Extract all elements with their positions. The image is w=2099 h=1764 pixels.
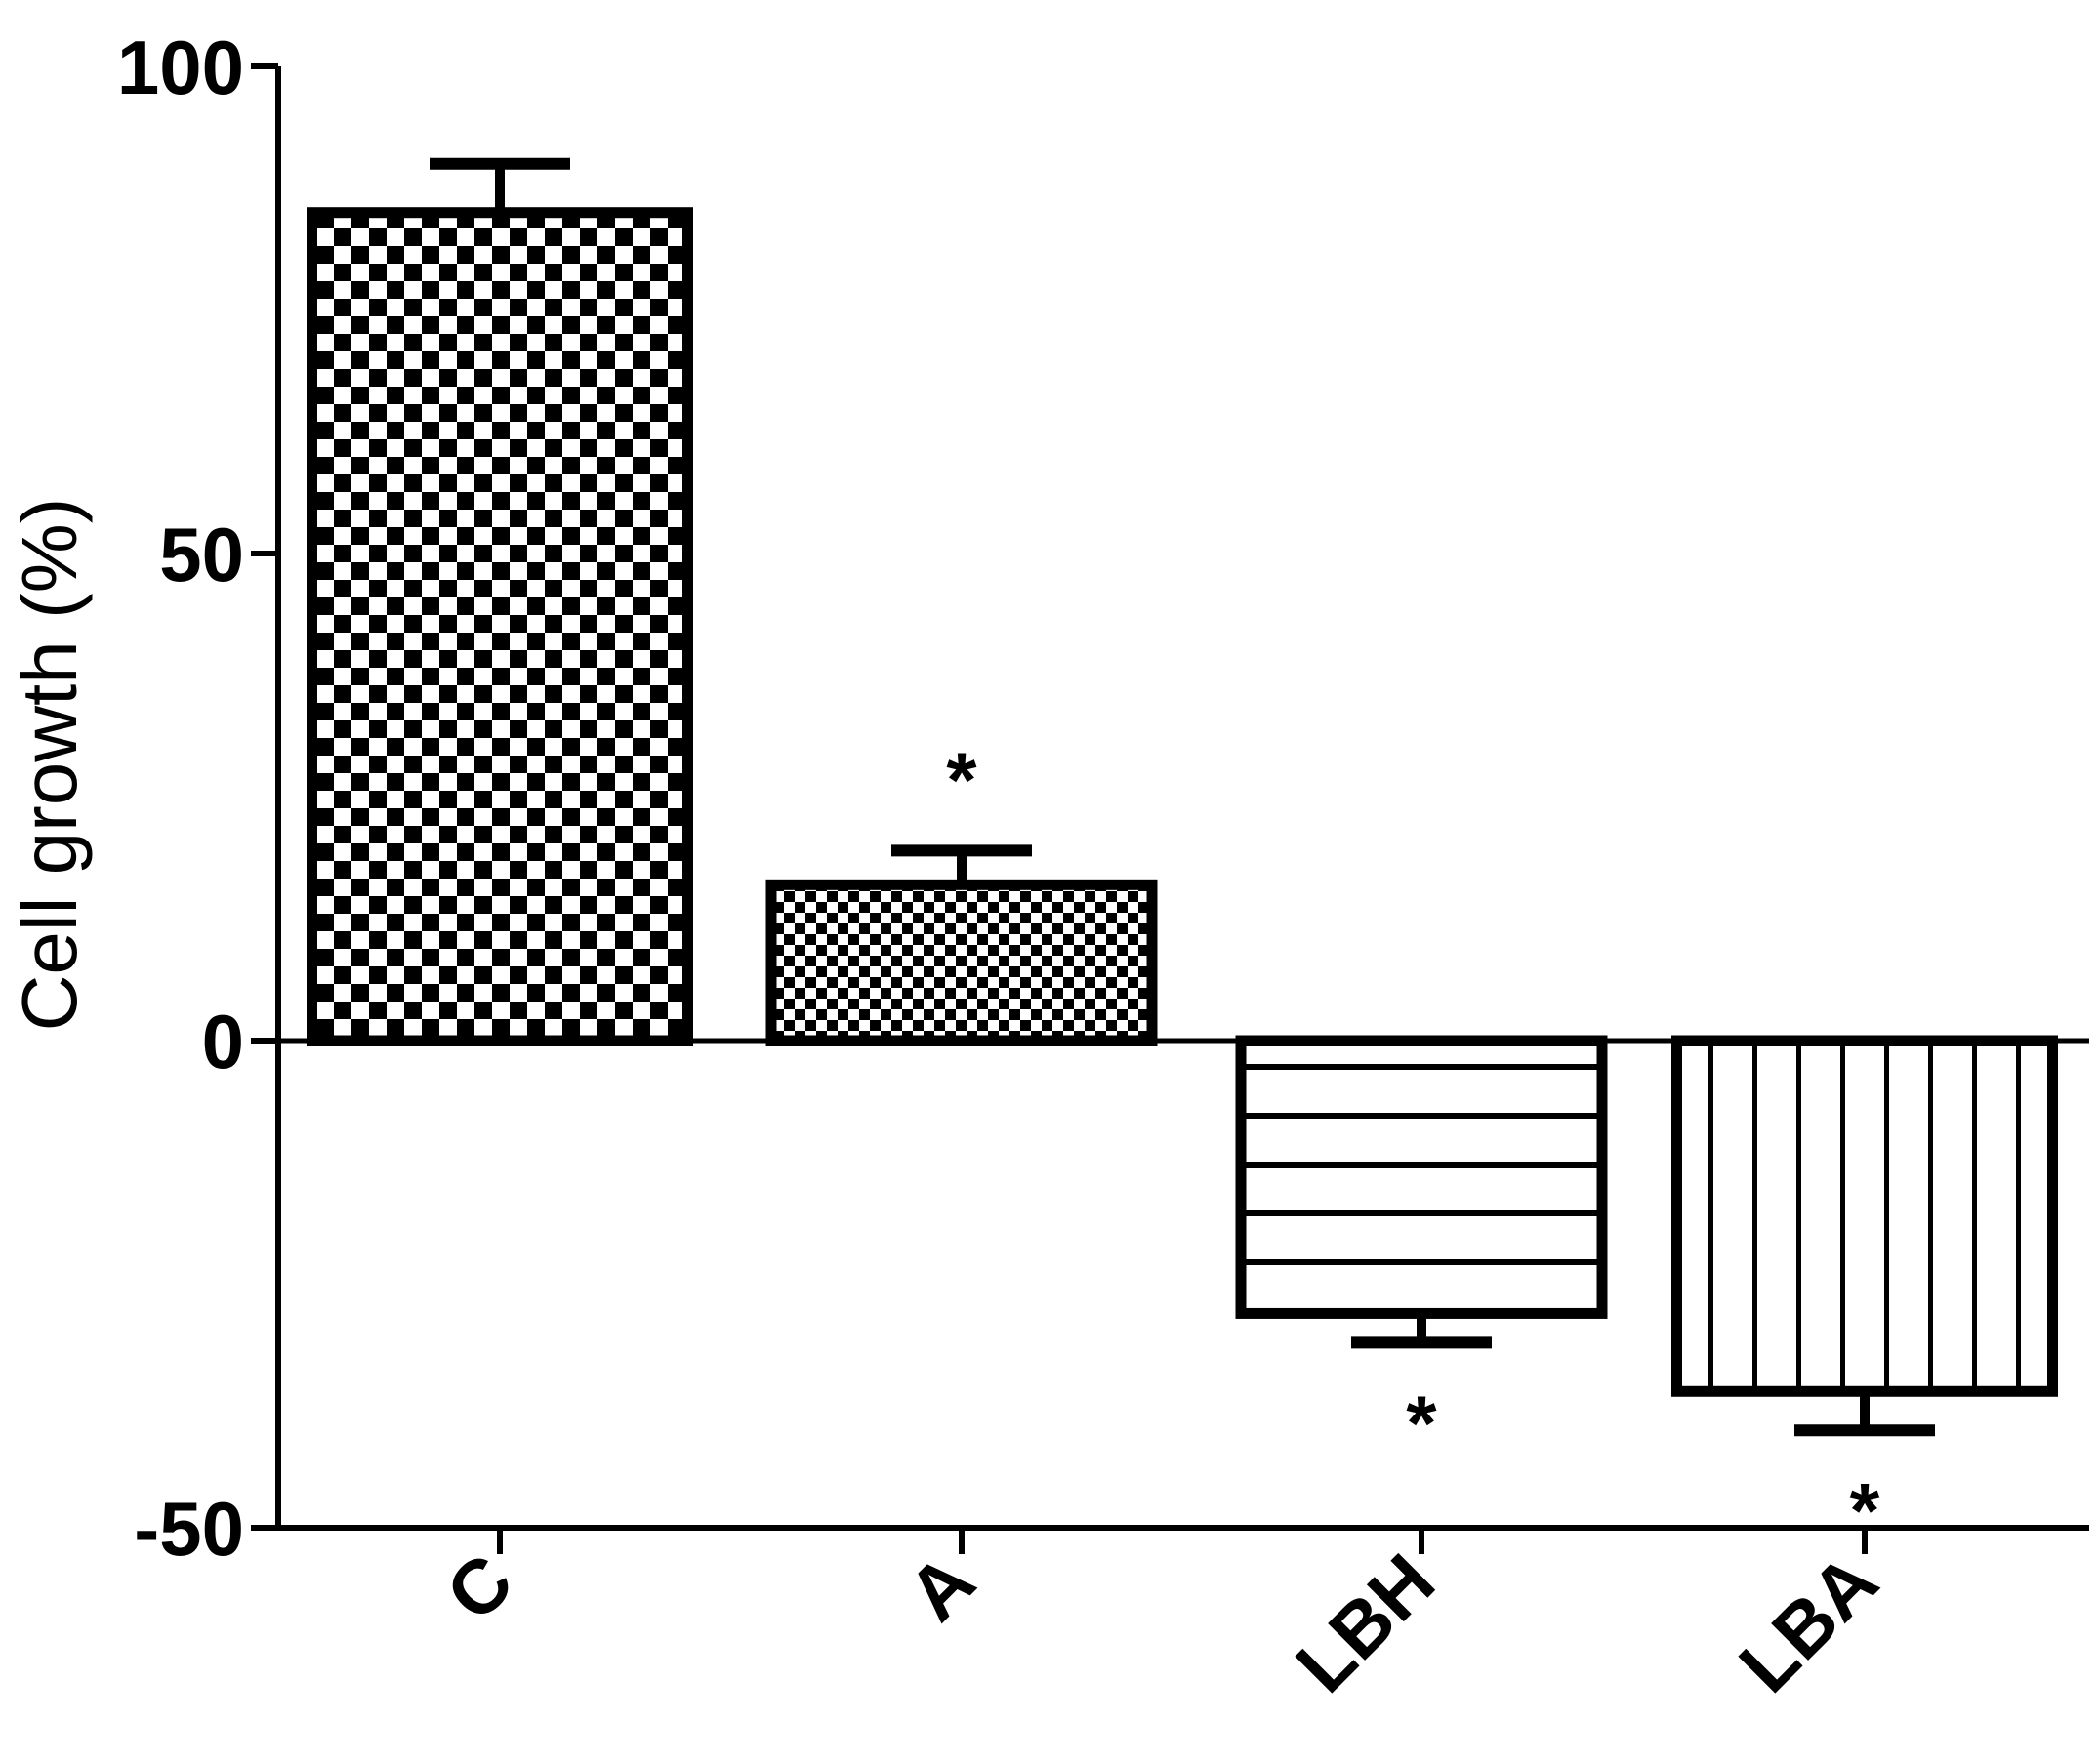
x-tick-label-c: C: [430, 1538, 529, 1637]
bar-lba: [1671, 1035, 2058, 1397]
y-tick-label-0: 100: [117, 24, 244, 110]
bars-layer: ***: [307, 157, 2058, 1554]
bar-c: [307, 207, 693, 1046]
y-tick-label-1: 50: [159, 512, 244, 597]
bar-lbh: [1235, 1035, 1608, 1319]
y-axis-title: Cell growth (%): [6, 498, 93, 1032]
x-tick-label-a: A: [891, 1538, 991, 1637]
bar-a: [765, 879, 1158, 1046]
significance-marker-a: *: [946, 736, 977, 823]
y-tick-label-2: 0: [202, 999, 244, 1085]
y-tick-label-3: -50: [134, 1486, 244, 1572]
significance-marker-lbh: *: [1406, 1379, 1437, 1466]
x-tick-label-lba: LBA: [1722, 1538, 1894, 1709]
x-tick-label-lbh: LBH: [1279, 1538, 1451, 1709]
